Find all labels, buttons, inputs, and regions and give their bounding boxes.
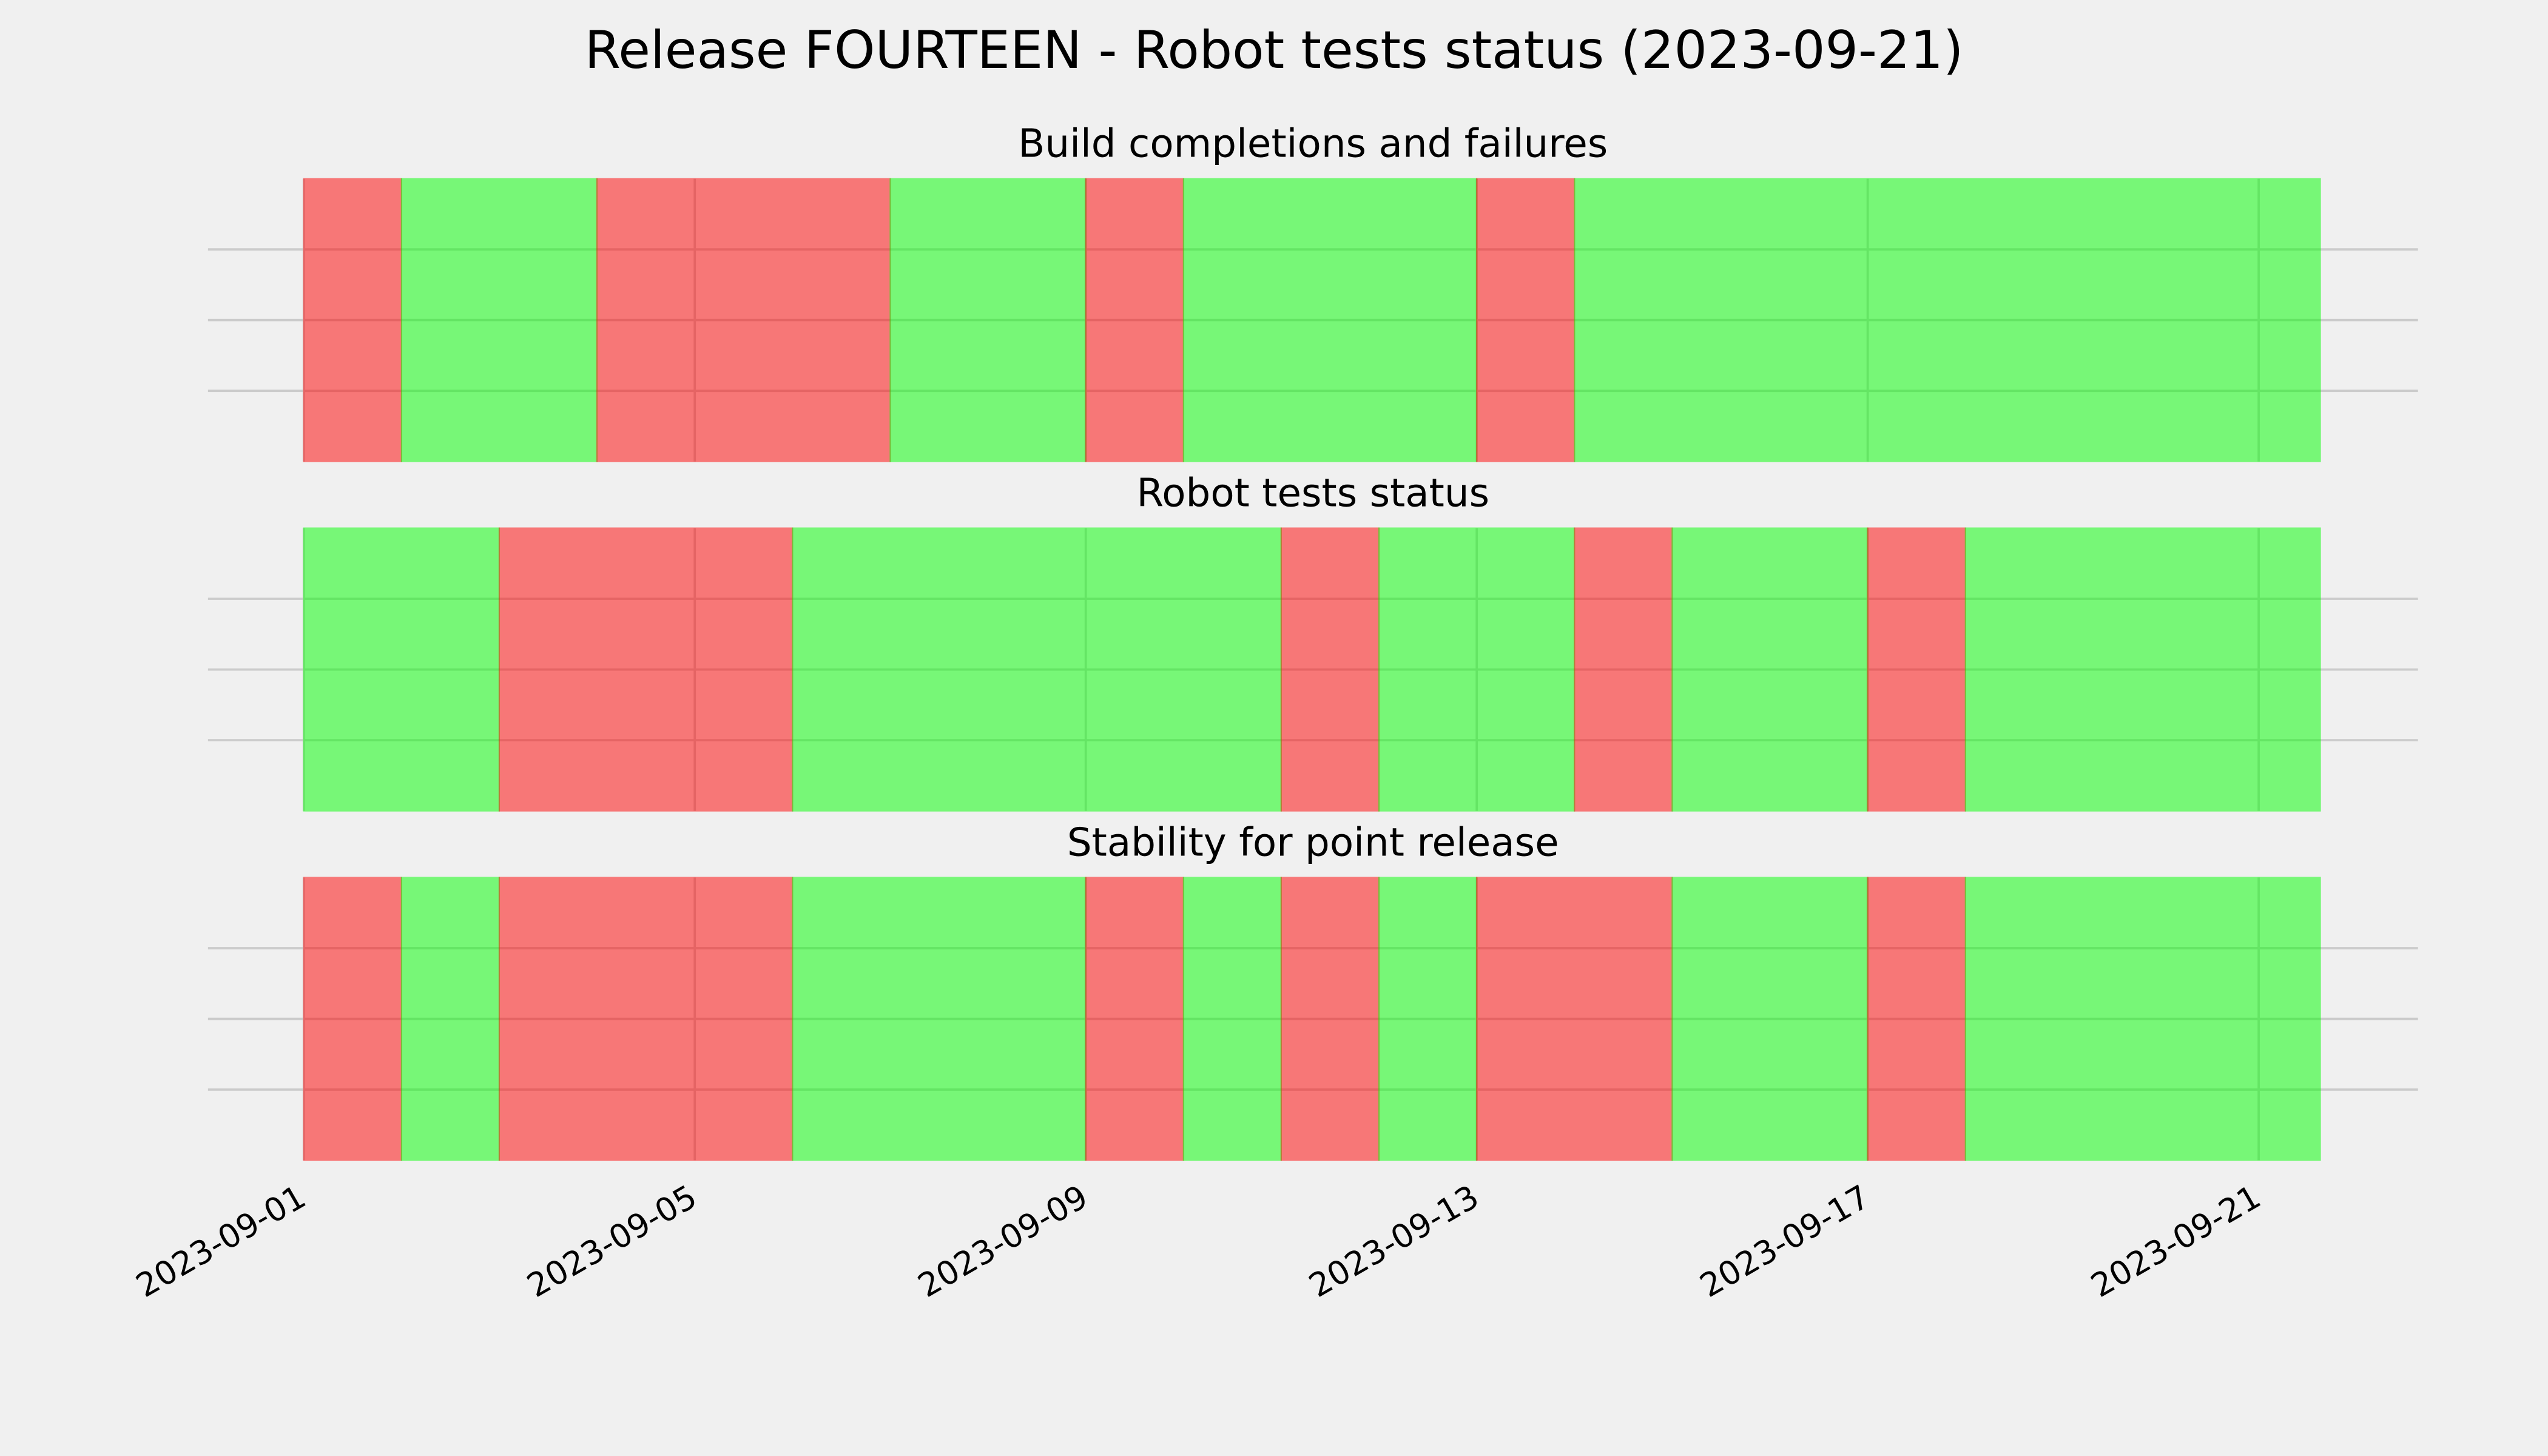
status-span [498, 877, 794, 1161]
status-span [303, 178, 402, 462]
status-span [1476, 877, 1673, 1161]
status-span [1476, 178, 1576, 462]
status-span [596, 178, 891, 462]
status-span [303, 877, 402, 1161]
status-span [1182, 178, 1478, 462]
status-span [1085, 877, 1184, 1161]
status-span [792, 877, 1087, 1161]
chart-title: Release FOURTEEN - Robot tests status (2… [585, 20, 1964, 81]
panel-title: Robot tests status [1136, 471, 1489, 516]
status-span [400, 178, 598, 462]
status-span [1378, 527, 1576, 812]
status-span [498, 527, 794, 812]
status-span [1280, 527, 1380, 812]
status-span [1964, 527, 2321, 812]
panel-title: Stability for point release [1067, 820, 1559, 865]
status-span [303, 527, 500, 812]
status-span [1964, 877, 2321, 1161]
status-span [1574, 527, 1673, 812]
status-span [889, 178, 1087, 462]
status-span [1182, 877, 1282, 1161]
status-span [792, 527, 1282, 812]
status-span [1085, 178, 1184, 462]
status-span [400, 877, 500, 1161]
status-span [1280, 877, 1380, 1161]
status-span [1867, 877, 1966, 1161]
status-span [1671, 527, 1869, 812]
status-span [1574, 178, 2321, 462]
panel-title: Build completions and failures [1018, 121, 1608, 167]
status-span [1867, 527, 1966, 812]
status-span [1671, 877, 1869, 1161]
status-span [1378, 877, 1478, 1161]
